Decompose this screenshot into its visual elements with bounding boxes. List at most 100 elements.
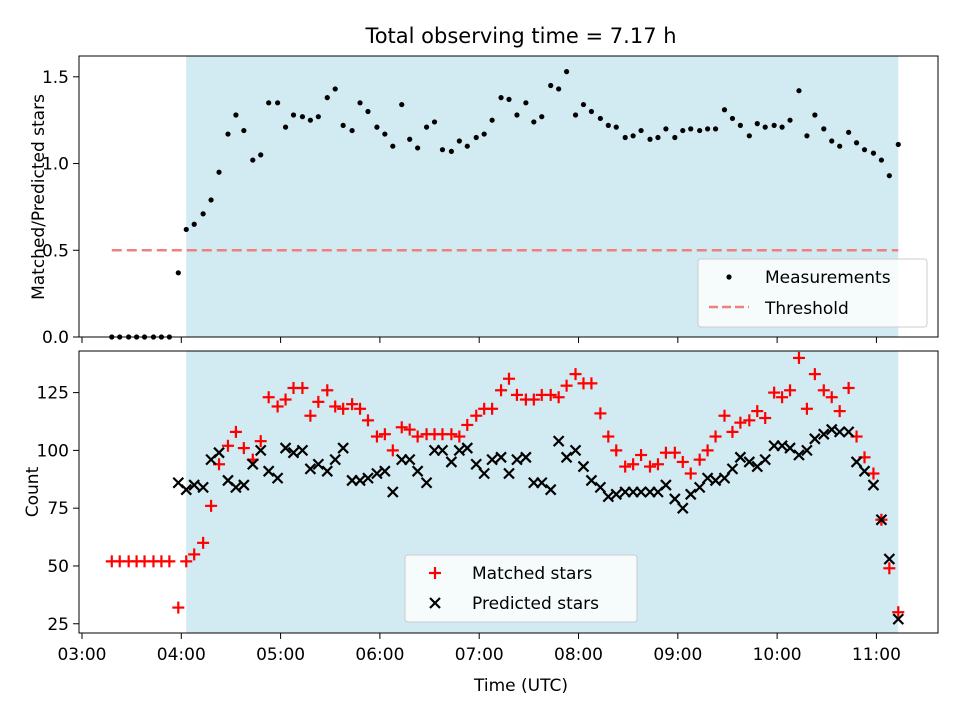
predicted-star-point (858, 465, 871, 477)
matched-star-point (560, 379, 573, 392)
matched-star-point (262, 391, 275, 404)
x-tick-label: 03:00 (57, 645, 106, 665)
ratio-legend-box (697, 258, 928, 328)
predicted-star-point (867, 479, 880, 491)
predicted-star-point (569, 444, 582, 457)
x-tick-label: 10:00 (753, 645, 802, 665)
x-tick-label: 07:00 (455, 645, 504, 665)
predicted-star-point (321, 465, 334, 477)
measurement-point (357, 100, 363, 106)
legend-matched-label: Matched stars (472, 564, 592, 584)
predicted-star-point (743, 456, 756, 468)
measurement-point (563, 69, 570, 75)
predicted-star-point (677, 502, 689, 514)
predicted-star-point (660, 479, 672, 491)
measurement-point (754, 121, 760, 127)
measurement-point (878, 157, 884, 163)
matched-star-point (205, 499, 218, 512)
measurement-point (779, 124, 785, 130)
matched-star-point (594, 407, 607, 420)
predicted-star-point (470, 458, 483, 471)
predicted-star-point (535, 476, 548, 489)
predicted-star-point (420, 476, 433, 489)
predicted-star-point (520, 451, 532, 464)
predicted-star-point (726, 463, 739, 475)
matched-star-point (486, 402, 499, 415)
matched-star-point (892, 606, 905, 619)
predicted-star-point (411, 465, 424, 477)
matched-star-point (386, 444, 399, 457)
predicted-star-point (296, 444, 309, 457)
matched-star-point (668, 446, 681, 459)
measurement-point (588, 108, 595, 115)
ratio-axes-frame (78, 55, 939, 338)
ratio-y-ticks: 0.0 0.5 1.0 1.5 (42, 68, 79, 348)
matched-star-point (172, 601, 185, 614)
matched-star-point (321, 384, 334, 397)
y-tick-label: 100 (37, 441, 69, 461)
measurement-point (886, 173, 892, 179)
matched-star-point (833, 405, 846, 418)
measurement-point (233, 112, 239, 118)
matched-star-point (337, 402, 350, 415)
measurement-point (332, 86, 338, 92)
predicted-star-point (718, 472, 731, 484)
predicted-star-point (801, 444, 813, 457)
predicted-star-point (478, 467, 490, 480)
predicted-star-point (602, 490, 615, 503)
predicted-star-point (793, 449, 805, 461)
matched-star-point (361, 414, 374, 427)
legend-matched-marker (429, 567, 441, 579)
matched-star-point (411, 430, 424, 443)
predicted-star-point (709, 474, 722, 487)
matched-star-point (346, 398, 359, 411)
measurement-point (324, 95, 330, 101)
measurement-point (861, 147, 868, 153)
matched-star-point (197, 536, 210, 549)
matched-star-point (188, 548, 201, 561)
matched-star-point (527, 393, 540, 406)
matched-star-point (569, 368, 582, 381)
measurement-point (299, 114, 306, 120)
predicted-star-point (560, 451, 573, 464)
measurement-point (250, 157, 256, 163)
predicted-star-point (818, 428, 830, 440)
count-y-ticks: 25 50 75 100 125 (37, 384, 79, 635)
figure-title: Total observing time = 7.17 h (364, 24, 676, 48)
matched-star-point (743, 414, 756, 427)
measurement-point (746, 133, 752, 139)
matched-star-point (602, 430, 615, 443)
matched-star-point (237, 442, 250, 455)
predicted-star-point (453, 444, 466, 457)
y-tick-label: 125 (37, 384, 69, 404)
matched-star-point (495, 384, 508, 397)
measurement-point (697, 127, 703, 134)
measurement-point (175, 270, 181, 276)
predicted-star-point (635, 486, 647, 498)
measurement-point (241, 127, 247, 134)
measurement-point (523, 100, 529, 106)
measurement-point (655, 134, 661, 141)
predicted-star-point (329, 453, 341, 466)
predicted-star-point (850, 456, 863, 468)
predicted-star-point (594, 481, 607, 494)
count-legend-box (404, 554, 638, 623)
measurement-point (539, 114, 545, 120)
measurement-point (382, 131, 388, 137)
predicted-star-point (684, 488, 697, 501)
measurement-point (216, 169, 222, 175)
measurement-point (597, 115, 603, 122)
y-tick-label: 0.0 (42, 328, 69, 348)
predicted-star-point (669, 493, 681, 505)
matched-star-point (585, 377, 598, 390)
matched-star-point (651, 458, 664, 471)
matched-star-point (867, 467, 880, 480)
matched-star-point (808, 368, 821, 381)
predicted-star-point (230, 481, 242, 494)
measurement-point (514, 112, 520, 118)
measurement-point (672, 134, 678, 141)
measurement-point (821, 126, 827, 132)
measurement-point (688, 126, 694, 132)
measurement-point (771, 122, 777, 128)
predicted-star-point (701, 472, 714, 484)
